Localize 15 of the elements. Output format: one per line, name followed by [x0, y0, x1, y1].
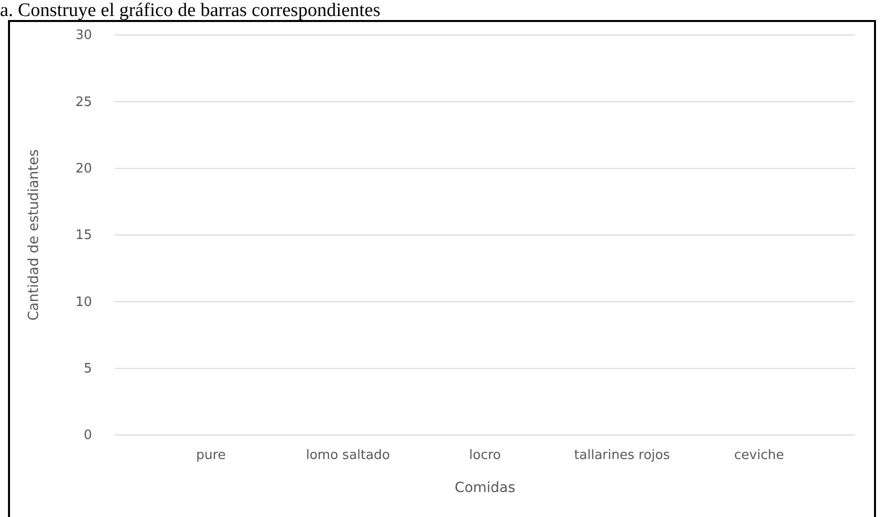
y-tick-label: 5 — [84, 361, 92, 376]
x-tick-label: lomo saltado — [306, 448, 390, 464]
y-axis-title: Cantidad de estudiantes — [26, 149, 42, 321]
chart-title: a. Construye el gráfico de barras correspondientes — [0, 0, 380, 21]
x-axis-title: Comidas — [454, 480, 516, 496]
x-tick-label: locro — [469, 448, 501, 464]
y-tick-label: 25 — [75, 94, 92, 110]
y-tick-label: 30 — [75, 28, 92, 44]
x-tick-label: tallarines rojos — [574, 448, 670, 464]
x-tick-label: pure — [196, 448, 226, 464]
y-tick-label: 0 — [84, 428, 92, 444]
y-tick-label: 20 — [75, 161, 92, 176]
y-tick-label: 10 — [75, 294, 92, 310]
x-tick-label: ceviche — [734, 448, 784, 464]
y-tick-label: 15 — [75, 228, 92, 244]
